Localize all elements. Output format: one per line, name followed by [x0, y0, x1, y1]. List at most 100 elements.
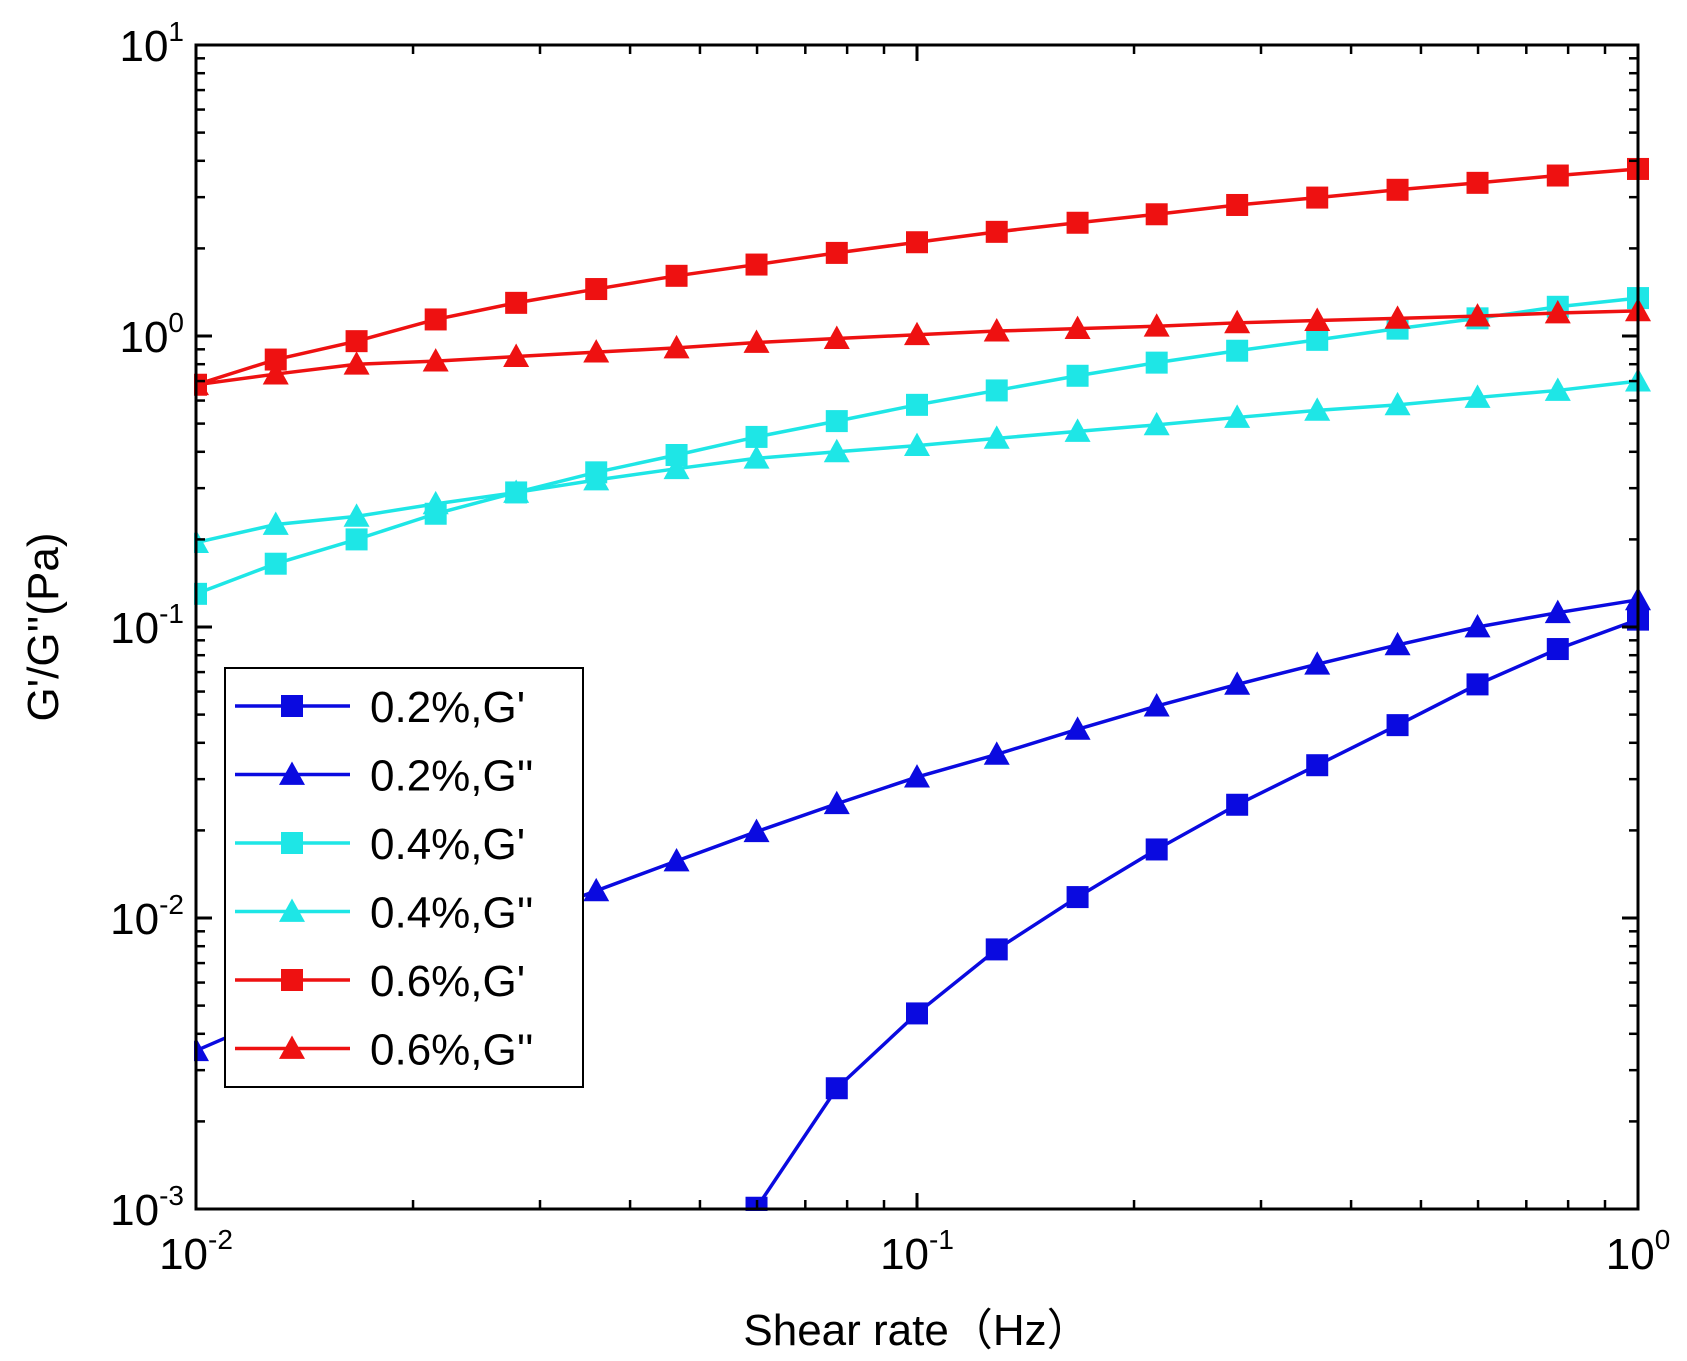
legend-entry: 0.6%,G': [235, 957, 525, 1006]
data-point: [825, 1077, 848, 1100]
data-point: [1224, 404, 1251, 428]
legend-marker: [281, 969, 303, 991]
data-point: [1224, 309, 1251, 334]
data-point: [904, 432, 930, 457]
legend-label: 0.4%,G'': [370, 889, 534, 938]
legend-entry: 0.4%,G'': [235, 889, 534, 938]
data-point: [1386, 178, 1409, 201]
series-line: [755, 617, 1639, 1209]
data-point: [1466, 673, 1489, 696]
data-point: [503, 343, 530, 367]
legend-entry: 0.4%,G': [235, 820, 525, 869]
legend-box: [224, 667, 584, 1088]
data-point: [983, 318, 1010, 342]
data-point: [194, 371, 209, 396]
data-point: [906, 1002, 928, 1025]
data-point: [1143, 411, 1170, 436]
data-point: [1145, 351, 1168, 374]
data-point: [743, 445, 770, 469]
data-point: [743, 818, 770, 843]
data-point: [1226, 339, 1249, 362]
data-point: [823, 790, 850, 815]
data-point: [422, 348, 449, 372]
x-axis-label: Shear rate（Hz）: [743, 1306, 1090, 1355]
data-point: [823, 325, 850, 349]
data-point: [343, 503, 370, 527]
legend-label: 0.6%,G'': [370, 1026, 534, 1075]
data-point: [1066, 211, 1089, 234]
data-point: [1384, 631, 1411, 656]
legend-marker: [281, 832, 303, 854]
data-point: [1464, 384, 1491, 408]
y-tick-label: 10-2: [110, 889, 184, 944]
legend-label: 0.4%,G': [370, 820, 525, 869]
series-4: [194, 157, 1649, 396]
data-point: [585, 278, 608, 301]
data-point: [264, 348, 287, 371]
data-point: [1306, 328, 1329, 351]
data-point: [1143, 313, 1170, 337]
data-point: [1143, 693, 1170, 717]
data-point: [1064, 315, 1091, 340]
data-point: [1226, 793, 1249, 816]
data-point: [1304, 651, 1331, 675]
data-point: [1145, 203, 1168, 226]
data-point: [583, 877, 610, 902]
legend-entry: 0.2%,G': [235, 683, 525, 732]
data-point: [1544, 299, 1571, 324]
data-point: [1304, 307, 1331, 331]
data-point: [583, 339, 610, 363]
data-point: [505, 291, 528, 314]
x-tick-label: 10-2: [159, 1224, 233, 1279]
data-point: [194, 1037, 209, 1062]
legend-label: 0.2%,G': [370, 683, 525, 732]
data-point: [583, 467, 610, 491]
data-point: [424, 308, 447, 331]
data-point: [262, 361, 289, 385]
y-axis-label: G'/G''(Pa): [19, 533, 68, 722]
data-point: [825, 410, 848, 433]
data-point: [422, 490, 449, 515]
legend-marker: [279, 1035, 305, 1059]
data-point: [194, 529, 209, 553]
data-point: [1306, 754, 1329, 777]
data-point: [1066, 364, 1089, 387]
series-layer: [194, 157, 1651, 1211]
legend-label: 0.2%,G'': [370, 752, 534, 801]
y-tick-label: 100: [119, 307, 184, 362]
data-point: [663, 847, 690, 872]
data-point: [1066, 886, 1089, 909]
data-point: [665, 444, 688, 467]
data-point: [743, 329, 770, 353]
series-line: [195, 167, 1639, 387]
legend: 0.2%,G' 0.2%,G'' 0.4%,G' 0.4%,G'' 0.6%,G' 0.6…: [224, 667, 584, 1088]
data-point: [904, 764, 930, 788]
legend-marker: [281, 695, 303, 717]
data-point: [262, 511, 289, 535]
data-point: [665, 264, 688, 287]
data-point: [825, 241, 848, 264]
data-point: [1546, 638, 1569, 661]
y-tick-label: 10-1: [110, 598, 184, 653]
data-point: [1304, 397, 1331, 421]
data-point: [1064, 418, 1091, 442]
data-point: [1464, 303, 1491, 327]
data-point: [343, 351, 370, 375]
data-point: [503, 479, 530, 503]
data-point: [1064, 716, 1091, 740]
legend-entry: 0.6%,G'': [235, 1026, 534, 1075]
data-point: [345, 528, 368, 551]
data-point: [663, 334, 690, 359]
data-point: [1226, 193, 1249, 216]
data-point: [1464, 614, 1491, 638]
data-point: [1384, 391, 1411, 416]
data-point: [745, 425, 768, 448]
data-point: [345, 330, 368, 353]
data-point: [1145, 838, 1168, 861]
x-tick-label: 10-1: [880, 1224, 954, 1279]
data-point: [745, 253, 768, 276]
series-0: [745, 608, 1649, 1211]
data-point: [1544, 599, 1571, 624]
data-point: [983, 425, 1010, 449]
